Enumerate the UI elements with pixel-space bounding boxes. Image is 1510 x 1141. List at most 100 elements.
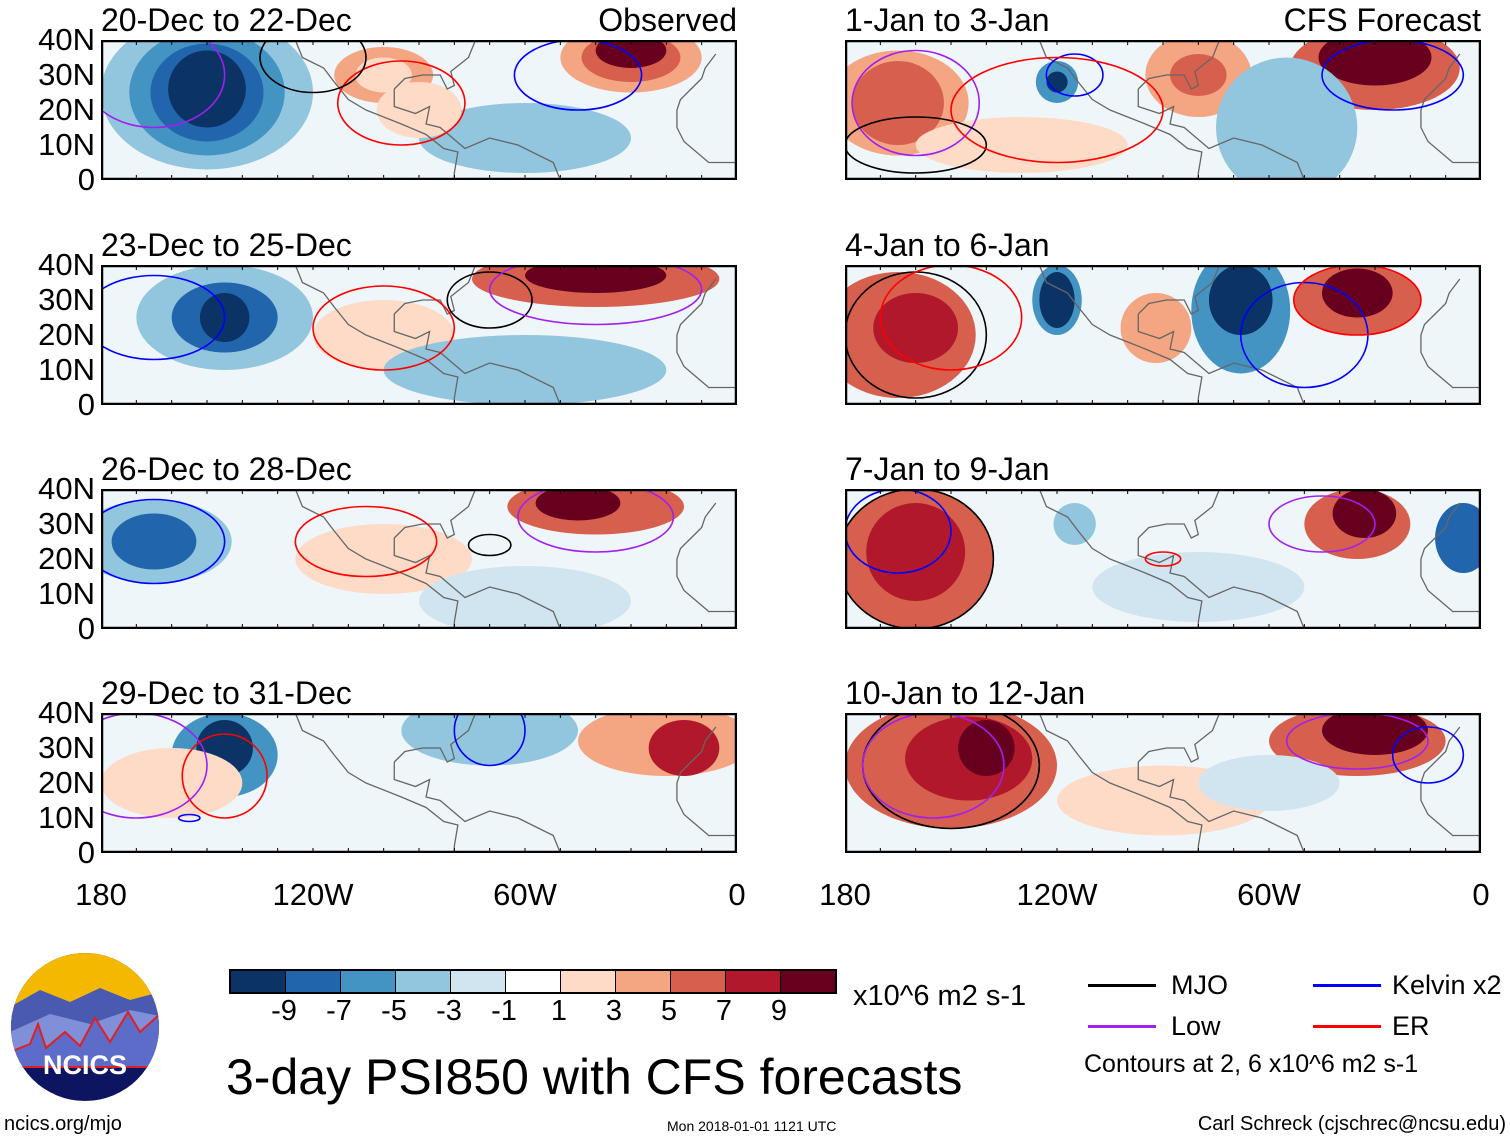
footer-credit: Carl Schreck (cjschrec@ncsu.edu) bbox=[1197, 1113, 1506, 1135]
lon-label: 0 bbox=[728, 877, 746, 912]
psi850-map bbox=[101, 265, 737, 405]
map-panel: 7-Jan to 9-Jan bbox=[845, 451, 1481, 629]
wave-contour bbox=[453, 713, 526, 767]
coastline bbox=[1038, 40, 1203, 180]
coastline bbox=[1038, 265, 1203, 405]
lat-label: 20N bbox=[38, 541, 95, 576]
colorbar-swatch bbox=[561, 971, 616, 992]
map-panel: 4-Jan to 6-Jan bbox=[845, 227, 1481, 405]
lon-label: 60W bbox=[1237, 877, 1301, 912]
anomaly-shading bbox=[958, 720, 1015, 776]
wave-contour bbox=[950, 56, 1164, 164]
coastline bbox=[1420, 53, 1481, 164]
anomaly-shading bbox=[866, 503, 966, 601]
coastline bbox=[1137, 265, 1221, 315]
psi850-map bbox=[845, 265, 1481, 405]
colorbar bbox=[229, 969, 837, 994]
coastline bbox=[393, 265, 477, 315]
anomaly-shading bbox=[1198, 755, 1340, 811]
wave-contour bbox=[312, 285, 456, 371]
psi850-map bbox=[101, 489, 737, 629]
coastline bbox=[1137, 314, 1305, 405]
anomaly-shading bbox=[111, 513, 197, 570]
svg-text:NCICS: NCICS bbox=[43, 1050, 127, 1080]
anomaly-shading bbox=[595, 40, 667, 68]
anomaly-shading bbox=[1053, 503, 1096, 545]
wave-contour bbox=[181, 733, 268, 819]
colorbar-swatch bbox=[286, 971, 341, 992]
wave-contour bbox=[845, 489, 952, 574]
footer-timestamp: Mon 2018-01-01 1121 UTC bbox=[667, 1118, 837, 1134]
figure-title: 3-day PSI850 with CFS forecasts bbox=[226, 1049, 963, 1105]
contour-note: Contours at 2, 6 x10^6 m2 s-1 bbox=[1084, 1050, 1419, 1078]
anomaly-shading bbox=[535, 489, 621, 521]
panel-title: 7-Jan to 9-Jan bbox=[845, 451, 1050, 487]
legend-low-label: Low bbox=[1171, 1011, 1221, 1041]
coastline bbox=[393, 713, 477, 763]
wave-contour bbox=[1285, 713, 1429, 770]
lat-label: 10N bbox=[38, 800, 95, 835]
legend-kelvin-line bbox=[1313, 984, 1381, 987]
panel-title: 10-Jan to 12-Jan bbox=[845, 675, 1086, 711]
anomaly-shading bbox=[419, 103, 631, 173]
panel-title: 23-Dec to 25-Dec bbox=[101, 227, 352, 263]
anomaly-shading bbox=[648, 720, 720, 776]
wave-contour bbox=[259, 40, 367, 94]
lat-label: 0 bbox=[77, 835, 95, 870]
psi850-map bbox=[845, 489, 1481, 629]
lon-label: 120W bbox=[272, 877, 354, 912]
anomaly-shading bbox=[915, 117, 1128, 173]
legend-mjo-line bbox=[1088, 984, 1156, 987]
colorbar-swatch bbox=[506, 971, 561, 992]
coastline bbox=[1137, 489, 1221, 539]
panel-title: 29-Dec to 31-Dec bbox=[101, 675, 352, 711]
panel-title: 20-Dec to 22-Dec bbox=[101, 2, 352, 38]
anomaly-shading bbox=[1322, 268, 1393, 318]
legend-er-line bbox=[1313, 1025, 1381, 1028]
coastline bbox=[393, 89, 561, 180]
coastline bbox=[1137, 762, 1305, 853]
coastline bbox=[393, 40, 477, 90]
anomaly-shading bbox=[873, 293, 959, 363]
psi850-map bbox=[845, 713, 1481, 853]
anomaly-shading bbox=[383, 335, 667, 405]
panel-source-label: Observed bbox=[598, 2, 737, 38]
lat-label: 30N bbox=[38, 282, 95, 317]
wave-contour bbox=[294, 505, 438, 578]
legend-kelvin-label: Kelvin x2 bbox=[1392, 970, 1502, 1000]
anomaly-shading bbox=[295, 524, 472, 594]
colorbar-label: 5 bbox=[660, 995, 678, 1027]
wave-contour bbox=[513, 40, 643, 111]
coastline bbox=[1038, 713, 1203, 853]
colorbar-units: x10^6 m2 s-1 bbox=[853, 980, 1027, 1012]
lat-label: 10N bbox=[38, 576, 95, 611]
coastline bbox=[1038, 489, 1203, 629]
map-panel: 1-Jan to 3-Jan CFS Forecast bbox=[845, 2, 1481, 180]
anomaly-shading bbox=[1322, 713, 1428, 755]
colorbar-label: 9 bbox=[770, 995, 788, 1027]
coastline bbox=[294, 40, 459, 180]
wave-contour bbox=[1391, 726, 1465, 784]
footer-url[interactable]: ncics.org/mjo bbox=[4, 1113, 122, 1135]
colorbar-swatch bbox=[671, 971, 726, 992]
colorbar-swatch bbox=[231, 971, 286, 992]
colorbar-label: -7 bbox=[326, 995, 352, 1027]
colorbar-label: -9 bbox=[271, 995, 297, 1027]
wave-contour bbox=[1268, 495, 1376, 553]
panel-title: 1-Jan to 3-Jan bbox=[845, 2, 1050, 38]
wave-contour bbox=[1144, 551, 1182, 567]
coastline bbox=[676, 53, 737, 164]
coastline bbox=[1137, 713, 1221, 763]
lat-label: 40N bbox=[38, 471, 95, 506]
lat-label: 40N bbox=[38, 22, 95, 57]
coastline bbox=[1420, 278, 1481, 389]
wave-contour bbox=[845, 116, 988, 174]
lon-label: 180 bbox=[819, 877, 871, 912]
wave-contour bbox=[1292, 265, 1422, 336]
wave-contour bbox=[879, 265, 1023, 371]
map-panel: 20-Dec to 22-Dec Observed 40N 30N 20N 10N 0 bbox=[38, 2, 737, 195]
colorbar-swatch bbox=[616, 971, 671, 992]
wave-contour bbox=[1321, 40, 1465, 111]
lat-label: 20N bbox=[38, 92, 95, 127]
colorbar-swatch bbox=[396, 971, 451, 992]
